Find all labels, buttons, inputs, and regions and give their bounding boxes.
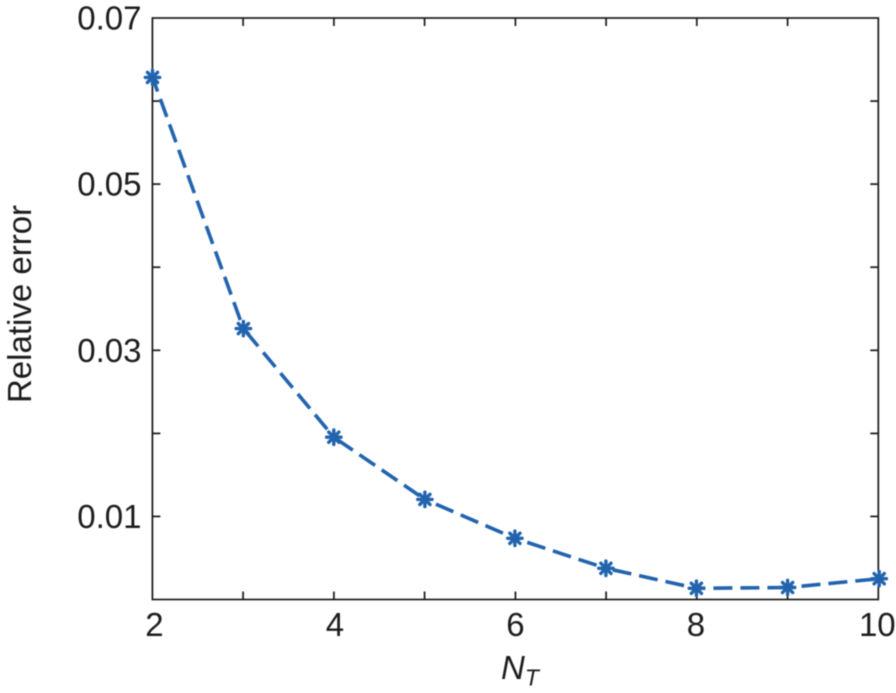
svg-text:Relative error: Relative error <box>1 205 38 403</box>
svg-text:NT: NT <box>501 649 541 691</box>
svg-text:2: 2 <box>145 606 163 643</box>
svg-text:8: 8 <box>687 606 705 643</box>
svg-text:6: 6 <box>506 606 524 643</box>
svg-text:0.03: 0.03 <box>77 332 141 369</box>
svg-text:0.07: 0.07 <box>77 0 141 37</box>
svg-text:0.05: 0.05 <box>77 166 141 203</box>
svg-text:0.01: 0.01 <box>77 498 141 535</box>
svg-text:4: 4 <box>326 606 344 643</box>
svg-text:10: 10 <box>859 606 896 643</box>
